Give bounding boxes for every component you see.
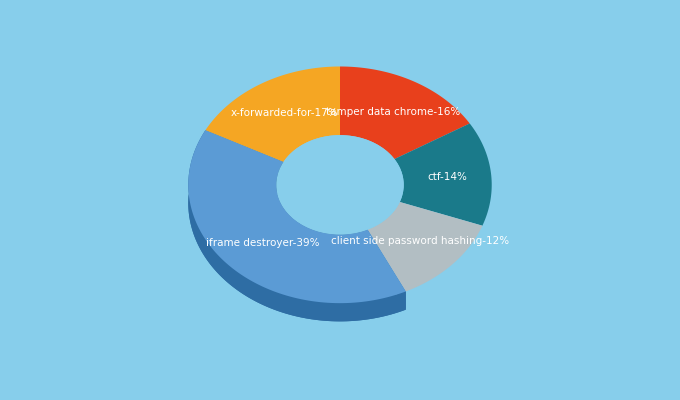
Polygon shape [188, 148, 406, 321]
Text: client side password hashing-12%: client side password hashing-12% [330, 236, 509, 246]
Text: x-forwarded-for-17%: x-forwarded-for-17% [231, 108, 338, 118]
Text: iframe destroyer-39%: iframe destroyer-39% [206, 238, 320, 248]
Polygon shape [368, 230, 406, 310]
Polygon shape [394, 124, 492, 226]
Polygon shape [340, 66, 470, 159]
Ellipse shape [276, 135, 404, 234]
Text: ctf-14%: ctf-14% [427, 172, 467, 182]
Polygon shape [205, 66, 340, 162]
Polygon shape [368, 202, 482, 292]
Polygon shape [205, 130, 284, 180]
Polygon shape [188, 130, 406, 303]
Polygon shape [276, 162, 368, 253]
Text: tamper data chrome-16%: tamper data chrome-16% [326, 107, 460, 117]
Polygon shape [188, 130, 406, 321]
